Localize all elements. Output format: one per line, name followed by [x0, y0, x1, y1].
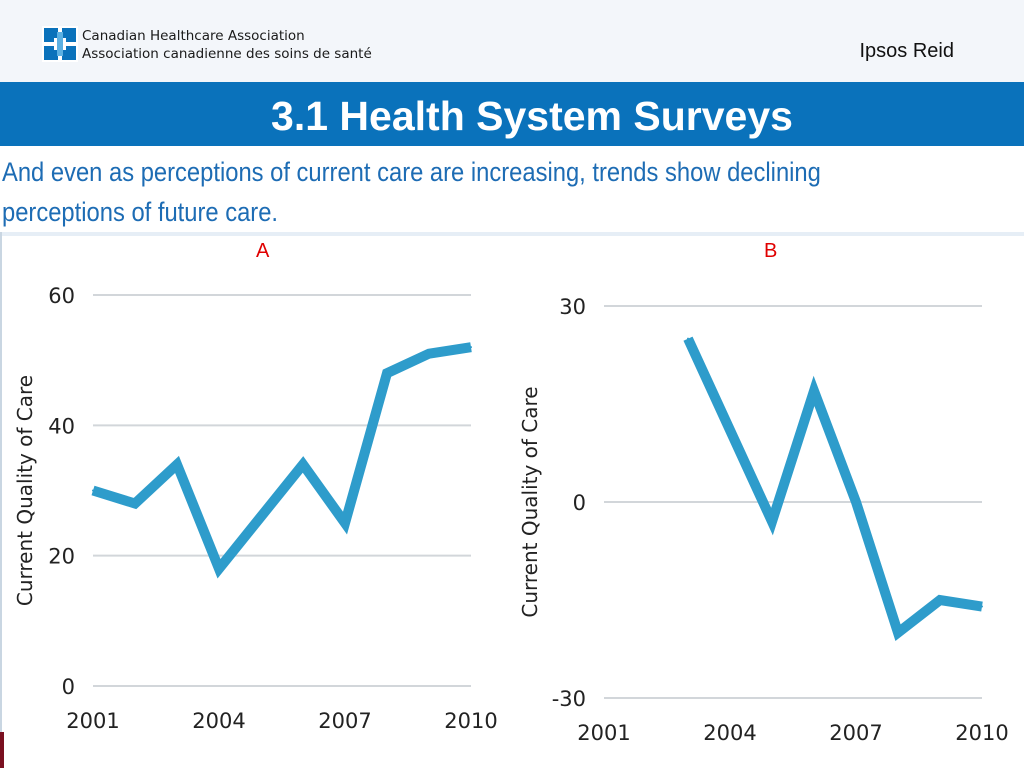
slide-title: 3.1 Health System Surveys — [271, 93, 793, 139]
org-name-french: Association canadienne des soins de sant… — [82, 46, 372, 62]
chart-b-data-point — [939, 599, 941, 601]
chart-a-ytick-label: 20 — [48, 545, 75, 569]
chart-b-ytick-label: 30 — [559, 295, 586, 319]
chart-a-xtick-label: 2007 — [318, 709, 371, 733]
chart-a-xtick-label: 2004 — [192, 709, 245, 733]
chart-b-xtick-label: 2010 — [955, 721, 1008, 745]
chart-a-data-point — [386, 372, 388, 375]
chart-b-series-line — [683, 336, 983, 642]
chart-a-ylabel: Current Quality of Care — [13, 375, 37, 606]
chart-b-data-point — [687, 337, 689, 340]
chart-b-data-point — [729, 429, 731, 432]
organization-name: Canadian Healthcare Association Associat… — [82, 27, 372, 63]
chart-a-data-point — [134, 502, 136, 505]
chart-a-data-point — [470, 346, 472, 349]
chart-b-data-point — [855, 501, 857, 503]
chart-a-ytick-label: 40 — [48, 414, 75, 438]
chart-b-xtick-label: 2004 — [703, 721, 756, 745]
chart-a-data-point — [176, 463, 178, 466]
chart-a-data-point — [344, 522, 346, 525]
chart-b-ylabel: Current Quality of Care — [518, 386, 542, 617]
partner-name: Ipsos Reid — [859, 40, 955, 62]
header-band — [0, 0, 1024, 82]
chart-b-data-point — [771, 520, 773, 523]
chart-a-data-point — [92, 489, 94, 492]
chart-b-ytick-label: -30 — [552, 687, 586, 711]
chart-b-data-point — [813, 389, 815, 392]
chart-a-xtick-label: 2001 — [66, 709, 119, 733]
chart-a-data-point — [428, 352, 430, 355]
panel-label-a: A — [256, 240, 270, 262]
accent-bar — [0, 732, 4, 768]
org-name-english: Canadian Healthcare Association — [82, 28, 305, 44]
chart-b-xtick-label: 2007 — [829, 721, 882, 745]
chart-a-data-point — [302, 463, 304, 466]
chart-a-data-point — [260, 515, 262, 518]
chart-a-ytick-label: 0 — [62, 675, 75, 699]
chart-a-ytick-label: 60 — [48, 284, 75, 308]
chart-a-series-line — [91, 342, 472, 579]
chart-b-xtick-label: 2001 — [577, 721, 630, 745]
left-border — [0, 232, 2, 768]
divider — [0, 232, 1024, 236]
title-band — [0, 82, 1024, 146]
slide-subtitle: And even as perceptions of current care … — [2, 157, 821, 227]
chart-a: 0 20 40 60 2001 2004 2007 2010 Current Quality o… — [13, 284, 498, 733]
chart-b-data-point — [897, 631, 899, 634]
chart-b-data-point — [981, 605, 983, 608]
chart-a-xtick-label: 2010 — [444, 709, 497, 733]
chart-a-data-point — [218, 567, 220, 570]
panel-label-b: B — [764, 240, 778, 262]
chart-b-ytick-label: 0 — [573, 491, 586, 515]
cha-logo-icon — [42, 26, 78, 62]
